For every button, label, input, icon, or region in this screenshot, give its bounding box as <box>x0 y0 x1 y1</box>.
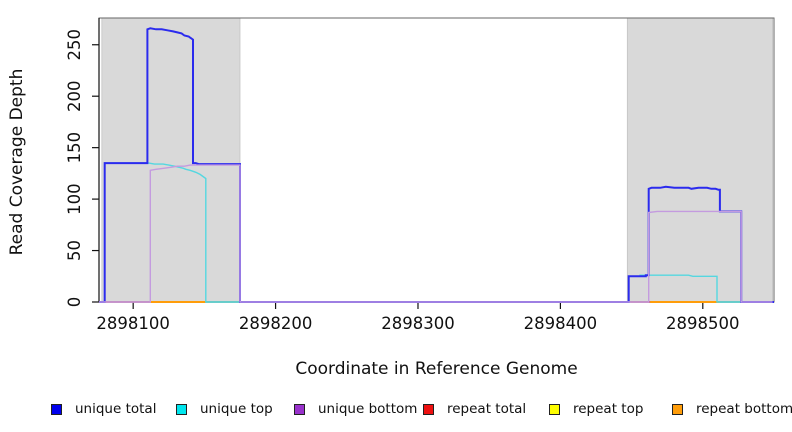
legend-label: unique top <box>200 401 273 417</box>
legend-swatch-icon <box>51 403 62 415</box>
legend-label: repeat bottom <box>696 401 792 417</box>
legend-item-unique-top: unique top <box>176 398 273 420</box>
y-tick-label: 50 <box>65 240 84 261</box>
legend-swatch-icon <box>176 403 187 415</box>
coverage-chart: 2898100 2898200 2898300 2898400 2898500 0 50 10… <box>65 17 775 333</box>
x-tick-label: 2898300 <box>381 314 455 333</box>
legend-label: repeat total <box>447 401 527 417</box>
repeat-region-2 <box>626 17 773 303</box>
series-line-unique-top <box>103 162 245 303</box>
legend-swatch-icon <box>549 403 560 415</box>
legend-item-repeat-total: repeat total <box>423 398 526 420</box>
x-tick-label: 2898500 <box>666 314 740 333</box>
x-tick-label: 2898200 <box>239 314 313 333</box>
y-tick-label: 100 <box>65 183 84 215</box>
legend-label: repeat top <box>573 401 644 417</box>
legend-label: unique total <box>75 401 157 417</box>
x-tick-label: 2898400 <box>524 314 598 333</box>
x-axis-title: Coordinate in Reference Genome <box>295 359 578 379</box>
legend-item-repeat-bottom: repeat bottom <box>672 398 792 420</box>
series-line-unique-bottom <box>99 164 773 303</box>
y-tick-label: 150 <box>65 132 84 164</box>
legend-swatch-icon <box>294 403 305 415</box>
legend-item-repeat-top: repeat top <box>549 398 643 420</box>
repeat-region-1 <box>101 17 241 303</box>
y-tick-label: 0 <box>65 297 84 308</box>
legend-item-unique-bottom: unique bottom <box>294 398 417 420</box>
y-axis-title: Read Coverage Depth <box>7 68 27 256</box>
legend-item-unique-total: unique total <box>51 398 156 420</box>
chart-legend: unique total unique top unique bottom repea… <box>0 398 792 424</box>
y-tick-label: 200 <box>65 80 84 112</box>
legend-swatch-icon <box>672 403 683 415</box>
x-tick-label: 2898100 <box>96 314 170 333</box>
legend-label: unique bottom <box>318 401 418 417</box>
y-tick-label: 250 <box>65 29 84 61</box>
legend-swatch-icon <box>423 403 434 415</box>
